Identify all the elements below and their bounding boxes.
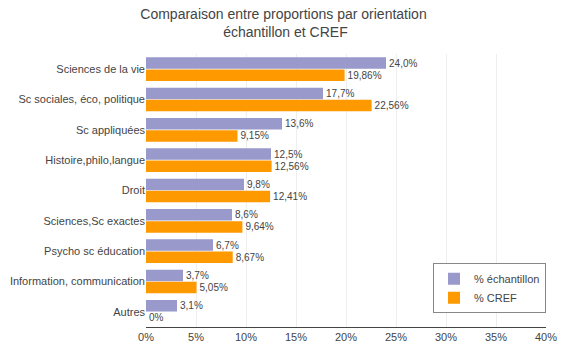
svg-text:20%: 20% <box>335 331 357 343</box>
svg-text:Histoire,philo,langue: Histoire,philo,langue <box>45 154 145 166</box>
svg-text:12,41%: 12,41% <box>273 191 307 202</box>
svg-text:Psycho sc éducation: Psycho sc éducation <box>44 245 145 257</box>
svg-text:6,7%: 6,7% <box>216 240 239 251</box>
svg-text:35%: 35% <box>485 331 507 343</box>
svg-text:13,6%: 13,6% <box>285 118 313 129</box>
svg-text:Comparaison entre proportions: Comparaison entre proportions par orient… <box>140 6 426 40</box>
svg-text:9,15%: 9,15% <box>241 130 269 141</box>
svg-text:Droit: Droit <box>122 184 145 196</box>
svg-text:9,64%: 9,64% <box>245 221 273 232</box>
svg-text:40%: 40% <box>535 331 557 343</box>
svg-text:Sciences,Sc exactes: Sciences,Sc exactes <box>44 215 146 227</box>
svg-text:25%: 25% <box>385 331 407 343</box>
svg-text:0%: 0% <box>149 312 164 323</box>
svg-text:9,8%: 9,8% <box>247 179 270 190</box>
svg-text:24,0%: 24,0% <box>389 58 417 69</box>
svg-text:15%: 15% <box>285 331 307 343</box>
svg-text:3,7%: 3,7% <box>186 270 209 281</box>
svg-text:Sc sociales, éco, politique: Sc sociales, éco, politique <box>18 93 145 105</box>
svg-text:8,67%: 8,67% <box>236 252 264 263</box>
svg-text:12,5%: 12,5% <box>274 149 302 160</box>
svg-text:5%: 5% <box>188 331 204 343</box>
svg-text:Sciences de la vie: Sciences de la vie <box>56 63 145 75</box>
svg-text:12,56%: 12,56% <box>275 161 309 172</box>
svg-text:Autres: Autres <box>113 306 145 318</box>
svg-text:0%: 0% <box>138 331 154 343</box>
svg-text:5,05%: 5,05% <box>200 282 228 293</box>
svg-text:8,6%: 8,6% <box>235 209 258 220</box>
svg-text:17,7%: 17,7% <box>326 88 354 99</box>
svg-text:Sc appliquées: Sc appliquées <box>76 124 146 136</box>
svg-text:3,1%: 3,1% <box>180 300 203 311</box>
svg-text:22,56%: 22,56% <box>375 100 409 111</box>
svg-text:Information, communication: Information, communication <box>10 275 145 287</box>
svg-text:% échantillon: % échantillon <box>474 273 539 285</box>
svg-text:19,86%: 19,86% <box>348 70 382 81</box>
svg-text:30%: 30% <box>435 331 457 343</box>
svg-text:10%: 10% <box>235 331 257 343</box>
svg-text:% CREF: % CREF <box>474 292 517 304</box>
